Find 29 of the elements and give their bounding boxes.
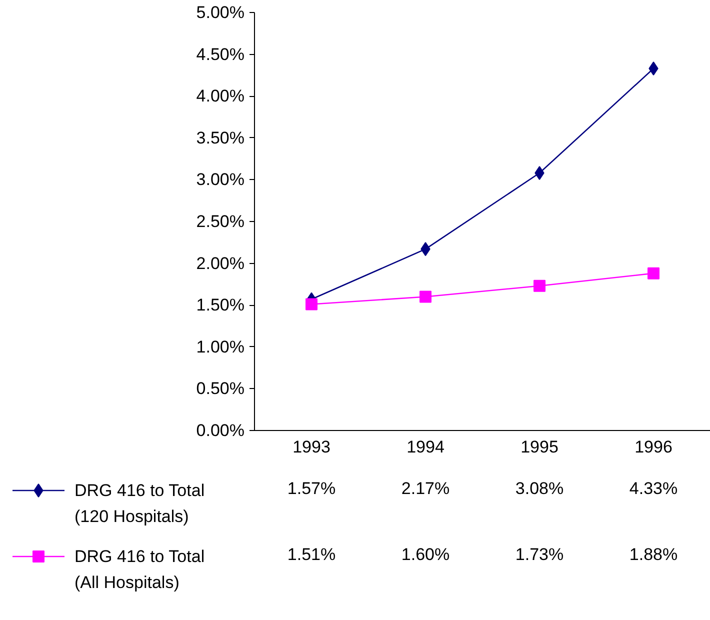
y-tick-label: 3.50% [196,128,244,148]
legend-label: DRG 416 to Total (All Hospitals) [74,547,205,592]
data-label: 1.57% [287,479,336,498]
legend-label: DRG 416 to Total (120 Hospitals) [74,481,205,526]
y-tick-label: 2.00% [196,254,244,273]
data-label: 1.73% [515,545,564,564]
point [306,298,318,310]
x-tick-label: 1994 [406,438,444,456]
y-tick-label: 0.00% [196,421,244,440]
data-label: 1.51% [287,545,336,564]
x-tick-label: 1996 [634,438,672,456]
point [534,280,546,292]
data-label: 1.88% [629,545,678,564]
y-tick-label: 3.00% [196,170,244,190]
x-tick-label: 1993 [292,438,330,456]
y-tick-label: 1.50% [196,296,244,315]
data-label: 4.33% [629,479,678,498]
y-tick-label: 4.50% [196,44,244,64]
data-label: 3.08% [515,479,564,498]
y-tick-label: 2.50% [196,212,244,231]
x-tick-label: 1995 [520,438,558,456]
y-tick-label: 5.00% [196,3,244,22]
data-label: 2.17% [401,479,450,498]
point [420,290,432,303]
y-tick-label: 1.00% [196,337,244,356]
y-tick-label: 0.50% [196,379,244,398]
y-tick-label: 4.00% [196,86,244,106]
data-label: 1.60% [401,545,450,564]
point [648,267,660,280]
